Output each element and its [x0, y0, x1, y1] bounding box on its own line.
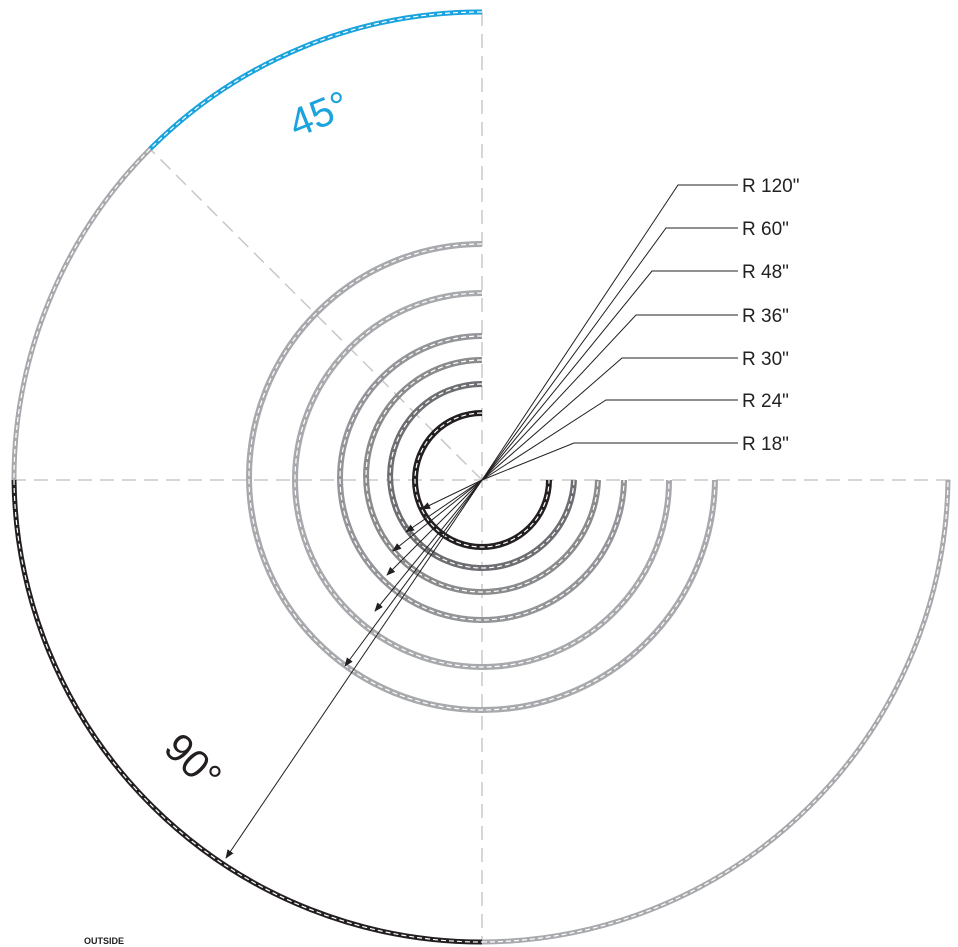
label-r120: R 120"	[742, 176, 799, 197]
leader-r24	[481, 399, 738, 481]
arc-r18-centerline	[414, 412, 550, 548]
arc-r120-gray-lower	[481, 479, 951, 945]
radius-dimension-lines	[225, 479, 483, 859]
arc-r120-90-degree-centerline	[13, 479, 483, 943]
arc-r60-centerline	[248, 243, 716, 711]
label-r48: R 48"	[742, 262, 789, 283]
radius-labels: R 120" R 60" R 48" R 36" R 30" R 24" R 1…	[742, 176, 799, 455]
guide-lines	[12, 12, 950, 942]
radius-line-r24	[405, 479, 483, 533]
arc-r120-90-degree	[11, 479, 483, 945]
label-leader-lines	[481, 184, 738, 481]
radius-line-r120	[225, 479, 483, 859]
radius-line-r60	[344, 479, 483, 667]
diagonal-guide	[149, 148, 483, 481]
arc-r120-45-degree-centerline	[149, 11, 483, 150]
angle-label-45: 45°	[283, 83, 356, 146]
corner-label: OUTSIDE	[84, 936, 124, 946]
radius-line-r30	[392, 479, 483, 552]
leader-r120	[481, 184, 738, 481]
label-r18: R 18"	[742, 434, 789, 455]
label-r24: R 24"	[742, 391, 789, 412]
arc-r24-centerline	[389, 383, 575, 569]
angle-labels: 45° 90°	[156, 83, 356, 799]
arc-r36-centerline	[339, 335, 625, 621]
radius-line-r36	[386, 479, 483, 576]
label-r60: R 60"	[742, 219, 789, 240]
radius-line-r18	[421, 479, 483, 510]
leader-r36	[481, 314, 738, 481]
leader-r60	[481, 227, 738, 481]
label-r30: R 30"	[742, 349, 789, 370]
arc-r120-gray-upper-centerline	[13, 148, 151, 481]
arc-r120-gray-upper	[11, 147, 152, 481]
track-arcs	[11, 9, 951, 945]
arc-r120-gray-lower-centerline	[481, 479, 949, 943]
arc-r30-centerline	[365, 359, 599, 593]
leader-r18	[481, 442, 738, 481]
radius-line-r48	[374, 479, 483, 612]
leader-r30	[481, 357, 738, 481]
angle-label-90: 90°	[156, 725, 230, 799]
arc-r48-centerline	[294, 292, 670, 668]
leader-r48	[481, 270, 738, 481]
label-r36: R 36"	[742, 306, 789, 327]
